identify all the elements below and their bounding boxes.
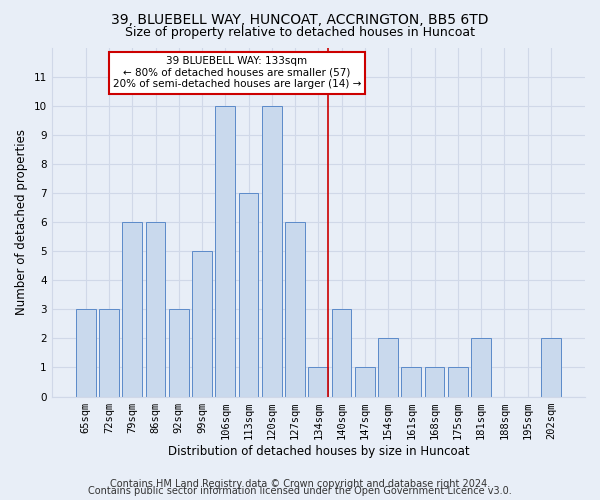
Y-axis label: Number of detached properties: Number of detached properties [15,129,28,315]
Bar [146,222,166,396]
Text: 39 BLUEBELL WAY: 133sqm
← 80% of detached houses are smaller (57)
20% of semi-de: 39 BLUEBELL WAY: 133sqm ← 80% of detache… [113,56,361,90]
Bar [448,368,468,396]
Text: 39, BLUEBELL WAY, HUNCOAT, ACCRINGTON, BB5 6TD: 39, BLUEBELL WAY, HUNCOAT, ACCRINGTON, B… [111,12,489,26]
Bar [169,310,188,396]
Bar [99,310,119,396]
Bar [285,222,305,396]
Text: Size of property relative to detached houses in Huncoat: Size of property relative to detached ho… [125,26,475,39]
Bar [122,222,142,396]
Text: Contains public sector information licensed under the Open Government Licence v3: Contains public sector information licen… [88,486,512,496]
Bar [262,106,282,397]
Bar [401,368,421,396]
Bar [378,338,398,396]
X-axis label: Distribution of detached houses by size in Huncoat: Distribution of detached houses by size … [167,444,469,458]
Bar [308,368,328,396]
Bar [239,193,259,396]
Bar [425,368,445,396]
Bar [541,338,561,396]
Text: Contains HM Land Registry data © Crown copyright and database right 2024.: Contains HM Land Registry data © Crown c… [110,479,490,489]
Bar [471,338,491,396]
Bar [76,310,95,396]
Bar [215,106,235,397]
Bar [332,310,352,396]
Bar [355,368,375,396]
Bar [192,251,212,396]
